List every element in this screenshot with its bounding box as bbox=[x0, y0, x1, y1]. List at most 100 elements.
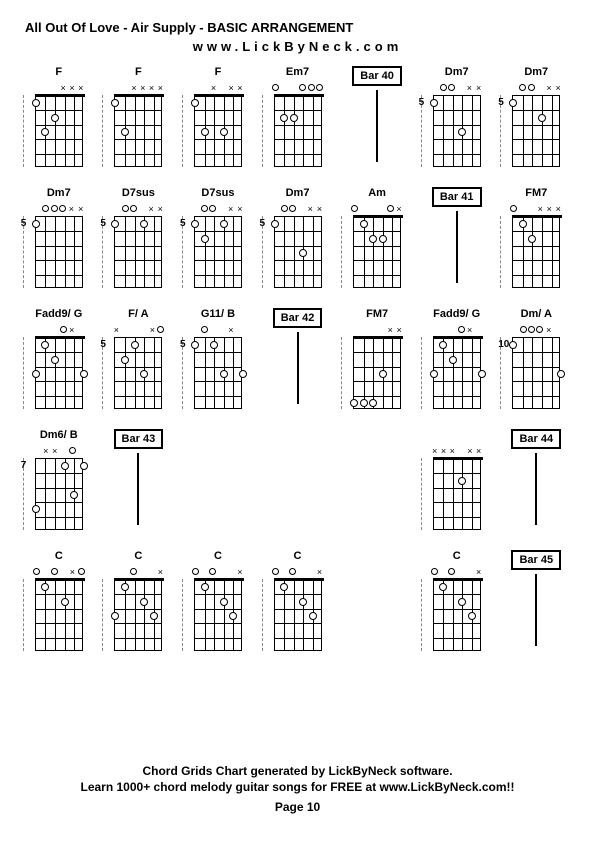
fretboard bbox=[274, 579, 322, 651]
finger-dot bbox=[519, 220, 527, 228]
chord-diagram bbox=[270, 83, 326, 169]
chord-name-label: FM7 bbox=[525, 187, 547, 201]
grid-cell: Bar 42 bbox=[264, 308, 332, 404]
empty-marker bbox=[431, 83, 439, 95]
open-marker bbox=[448, 84, 455, 91]
fretboard bbox=[114, 579, 162, 651]
open-marker bbox=[387, 205, 394, 212]
grid-cell: C bbox=[264, 550, 332, 653]
chord-name-label: F bbox=[215, 66, 222, 80]
grid-cell: Em7 bbox=[264, 66, 332, 169]
finger-dot bbox=[32, 505, 40, 513]
fret-position-label: 5 bbox=[498, 97, 504, 108]
chord-name-label: C bbox=[214, 550, 222, 564]
chord-diagram bbox=[190, 567, 246, 653]
nut bbox=[353, 336, 403, 339]
nut bbox=[114, 94, 164, 97]
finger-dot bbox=[458, 598, 466, 606]
nut bbox=[353, 215, 403, 218]
finger-dot bbox=[220, 128, 228, 136]
grid-cell: Am bbox=[343, 187, 411, 290]
empty-marker bbox=[139, 325, 147, 337]
grid-cell: Dm75 bbox=[25, 187, 93, 290]
finger-dot bbox=[430, 370, 438, 378]
empty-marker bbox=[456, 83, 464, 95]
mute-marker bbox=[51, 446, 59, 458]
chord-name-label: D7sus bbox=[201, 187, 234, 201]
grid-cell: C bbox=[25, 550, 93, 653]
finger-dot bbox=[360, 220, 368, 228]
grid-cell bbox=[423, 429, 491, 532]
chord-diagram bbox=[270, 567, 326, 653]
chord-diagram: 5 bbox=[110, 325, 166, 411]
fretboard bbox=[194, 95, 242, 167]
fretboard bbox=[35, 216, 83, 288]
chord-name-label: Dm7 bbox=[524, 66, 548, 80]
finger-dot bbox=[111, 612, 119, 620]
chord-diagram bbox=[190, 83, 246, 169]
fretboard bbox=[35, 458, 83, 530]
grid-cell: Fadd9/ G bbox=[423, 308, 491, 411]
bar-label: Bar 43 bbox=[114, 429, 164, 449]
finger-dot bbox=[201, 583, 209, 591]
nut bbox=[433, 457, 483, 460]
fretboard bbox=[512, 216, 560, 288]
open-marker bbox=[299, 84, 306, 91]
finger-dot bbox=[111, 99, 119, 107]
finger-dot bbox=[239, 370, 247, 378]
grid-cell: Dm75 bbox=[264, 187, 332, 290]
empty-marker bbox=[272, 204, 280, 216]
chord-row: Fadd9/ G F/ A5 G11/ B5 Bar 42FM7 Fadd9/ … bbox=[25, 308, 570, 411]
empty-marker bbox=[297, 204, 305, 216]
finger-dot bbox=[80, 462, 88, 470]
open-marker bbox=[289, 205, 296, 212]
fretboard bbox=[512, 337, 560, 409]
open-marker bbox=[130, 568, 137, 575]
fretboard bbox=[353, 337, 401, 409]
finger-dot bbox=[458, 477, 466, 485]
chord-diagram: 5 bbox=[429, 83, 485, 169]
footer-page: Page 10 bbox=[0, 800, 595, 814]
empty-marker bbox=[33, 446, 41, 458]
grid-cell: F bbox=[25, 66, 93, 169]
chord-diagram: 5 bbox=[31, 204, 87, 290]
chord-diagram: 5 bbox=[270, 204, 326, 290]
open-marker bbox=[281, 205, 288, 212]
mute-marker bbox=[156, 204, 164, 216]
grid-cell: Dm75 bbox=[502, 66, 570, 169]
nut bbox=[274, 578, 324, 581]
grid-cell: C bbox=[184, 550, 252, 653]
nut bbox=[35, 336, 85, 339]
string-markers bbox=[508, 325, 564, 337]
finger-dot bbox=[360, 399, 368, 407]
grid-cell: C bbox=[105, 550, 173, 653]
open-marker bbox=[440, 84, 447, 91]
page-title: All Out Of Love - Air Supply - BASIC ARR… bbox=[25, 20, 570, 35]
open-marker bbox=[33, 568, 40, 575]
finger-dot bbox=[41, 128, 49, 136]
chord-name-label: Dm7 bbox=[445, 66, 469, 80]
grid-cell: G11/ B5 bbox=[184, 308, 252, 411]
string-markers bbox=[31, 446, 87, 458]
fretboard bbox=[194, 216, 242, 288]
chord-diagram bbox=[31, 325, 87, 411]
fretboard bbox=[114, 216, 162, 288]
fretboard bbox=[35, 579, 83, 651]
fretboard bbox=[194, 337, 242, 409]
chord-name-label: C bbox=[453, 550, 461, 564]
empty-marker bbox=[218, 204, 226, 216]
finger-dot bbox=[290, 114, 298, 122]
finger-dot bbox=[309, 612, 317, 620]
open-marker bbox=[60, 326, 67, 333]
finger-dot bbox=[140, 220, 148, 228]
fretboard bbox=[433, 579, 481, 651]
finger-dot bbox=[220, 370, 228, 378]
chord-name-label: Dm7 bbox=[47, 187, 71, 201]
bar-line bbox=[376, 90, 378, 162]
finger-dot bbox=[439, 583, 447, 591]
string-markers bbox=[190, 325, 246, 337]
chord-name-label: C bbox=[55, 550, 63, 564]
open-marker bbox=[308, 84, 315, 91]
empty-marker bbox=[121, 325, 129, 337]
nut bbox=[274, 94, 324, 97]
